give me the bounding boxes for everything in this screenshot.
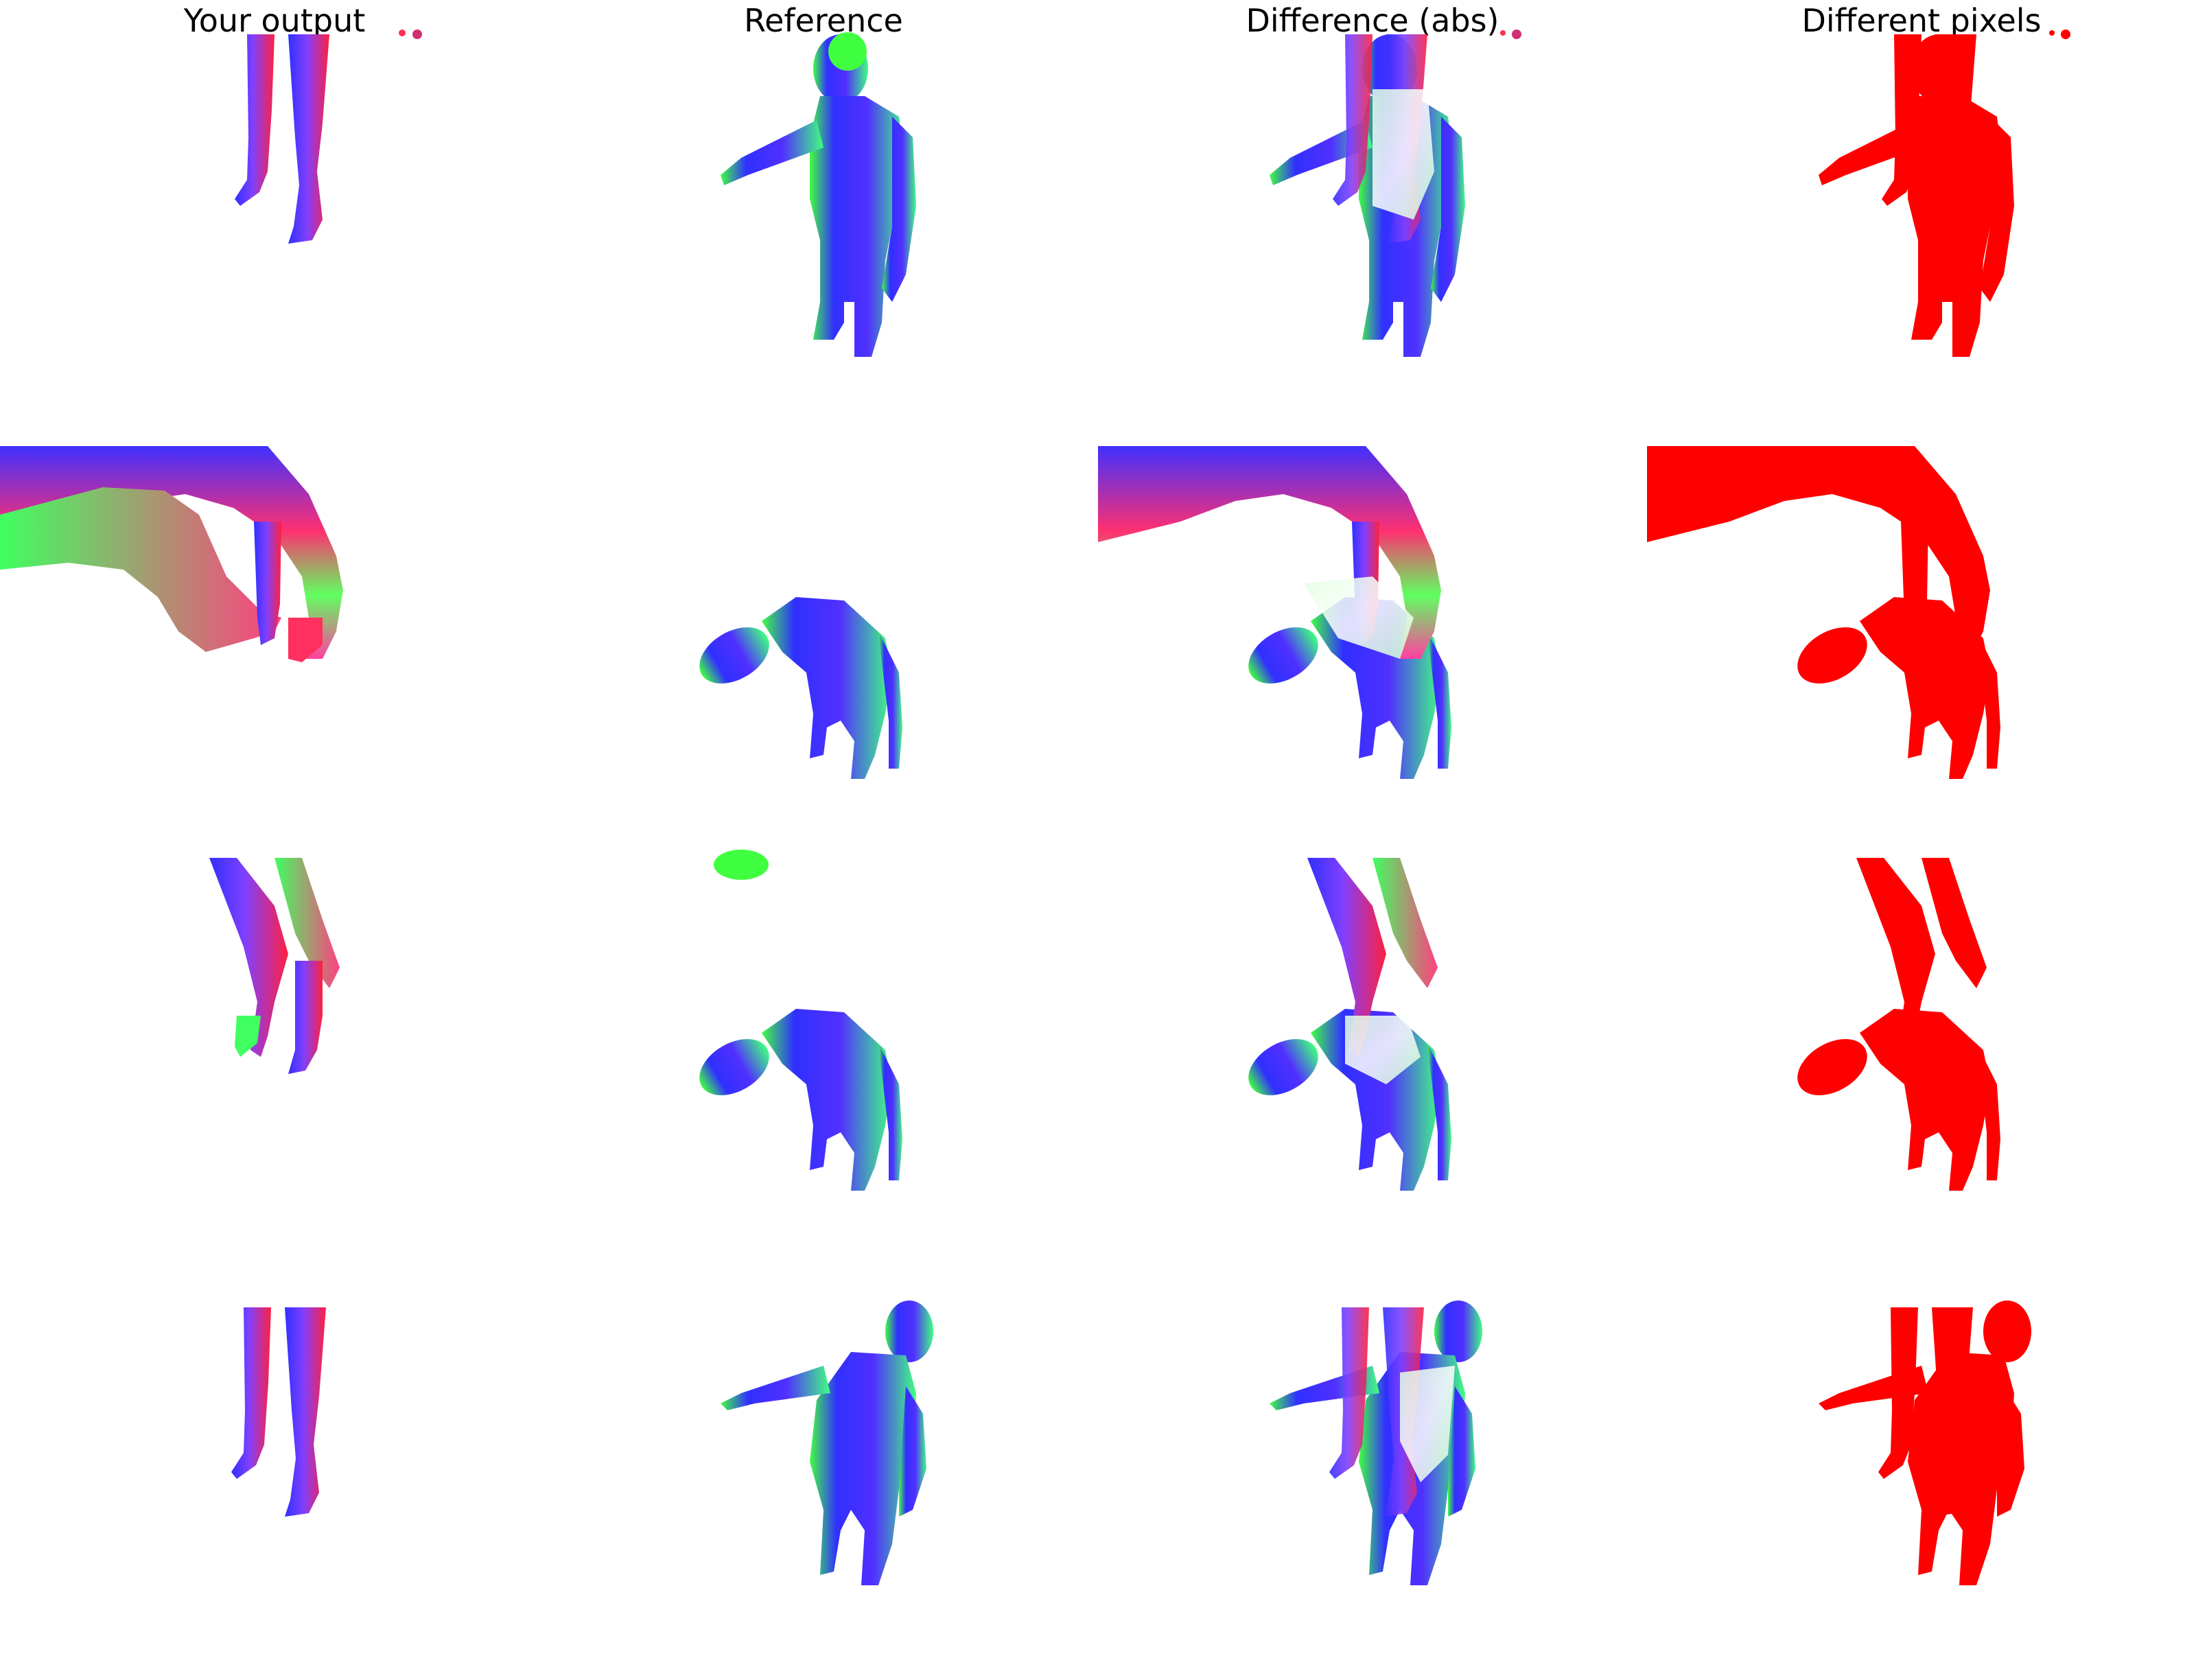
difference-render-2 xyxy=(1098,446,1451,779)
difference-render-1 xyxy=(1270,34,1465,357)
output-render-3 xyxy=(209,858,340,1074)
output-render-4 xyxy=(231,1307,326,1517)
title-mark-icon xyxy=(399,30,2070,39)
reference-render-1 xyxy=(721,34,916,357)
reference-render-2 xyxy=(689,597,902,779)
different-pixels-mask-2 xyxy=(1647,446,2000,779)
column-title-reference: Reference xyxy=(744,2,903,39)
row-3 xyxy=(209,850,2000,1191)
column-title-different-pixels: Different pixels xyxy=(1801,2,2042,39)
different-pixels-mask-4 xyxy=(1819,1300,2031,1585)
column-title-difference: Difference (abs) xyxy=(1246,2,1499,39)
difference-render-3 xyxy=(1238,858,1451,1191)
output-render-2 xyxy=(0,446,343,662)
different-pixels-mask-1 xyxy=(1819,34,2014,357)
row-1 xyxy=(235,32,2014,357)
output-render-1 xyxy=(235,34,329,244)
different-pixels-mask-3 xyxy=(1787,858,2000,1191)
reference-render-4 xyxy=(721,1300,933,1585)
row-4 xyxy=(231,1300,2031,1585)
reference-render-3 xyxy=(689,1009,902,1191)
row-2 xyxy=(0,446,2000,779)
difference-render-4 xyxy=(1270,1300,1482,1585)
column-title-output: Your output xyxy=(183,2,366,39)
